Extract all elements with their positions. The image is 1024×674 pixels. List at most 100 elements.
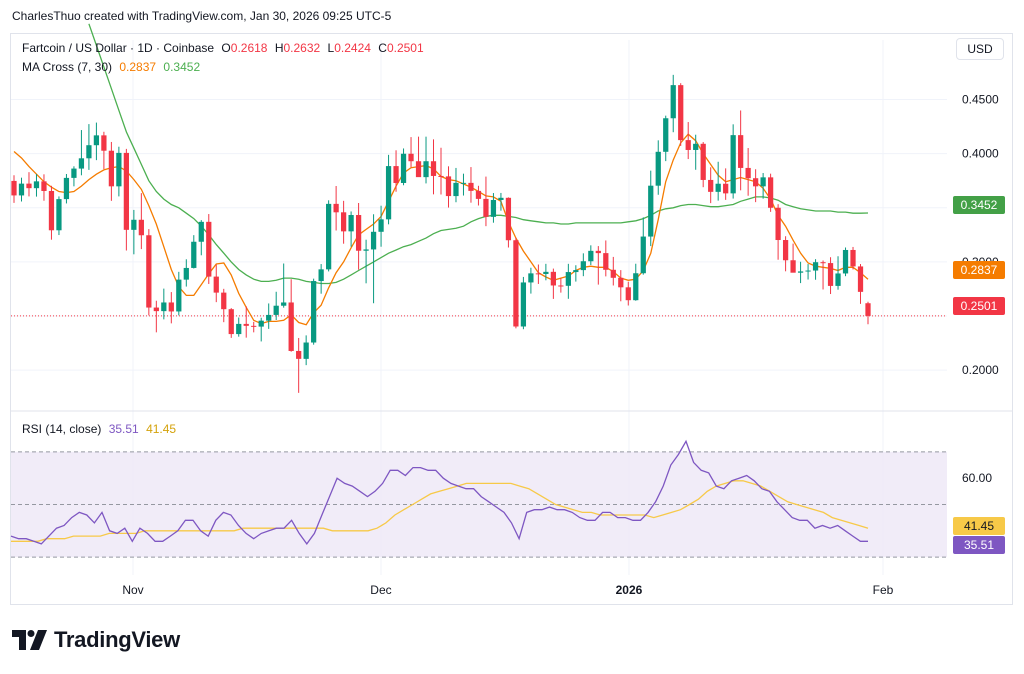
ma-label: MA Cross (7, 30) [22, 60, 113, 74]
candle-body [56, 199, 62, 231]
candle [93, 122, 100, 161]
candle-body [460, 182, 467, 184]
candle [827, 257, 834, 295]
candle-body [797, 271, 804, 273]
rsi-badge: 35.51 [953, 536, 1005, 554]
candle-body [108, 150, 115, 187]
ma-slow-value: 0.3452 [163, 60, 201, 74]
candle [595, 246, 601, 285]
candle [258, 317, 264, 342]
high-value: 0.2632 [283, 41, 321, 55]
candle-body [618, 277, 624, 288]
candle-body [206, 221, 212, 277]
candle [745, 148, 751, 196]
candle [131, 209, 137, 255]
candle-body [640, 236, 646, 274]
time-axis-tick: Feb [873, 583, 894, 597]
candle-body [580, 261, 586, 271]
candle-body [438, 175, 444, 177]
candle [348, 211, 354, 247]
rsi-value: 35.51 [108, 422, 139, 436]
candle-body [610, 269, 616, 278]
candle [311, 278, 317, 345]
candle [588, 245, 594, 266]
candle [670, 74, 676, 133]
candle-body [385, 166, 392, 220]
tradingview-logo[interactable]: TradingView [12, 626, 180, 654]
candle [385, 154, 392, 225]
candle-body [715, 183, 721, 192]
candle [415, 136, 422, 178]
candle-body [41, 181, 47, 191]
candle-body [101, 135, 107, 151]
ma-legend: MA Cross (7, 30) 0.2837 0.3452 [22, 60, 200, 74]
candle [603, 240, 609, 277]
candle-body [348, 215, 354, 232]
candle-body [663, 118, 669, 152]
low-label: L [327, 41, 335, 55]
candle [123, 148, 129, 251]
brand-name: TradingView [54, 627, 180, 652]
candle [326, 200, 332, 272]
candle-body [423, 161, 429, 178]
candle-body [550, 271, 556, 286]
candle [610, 256, 616, 286]
candle [633, 263, 639, 301]
candle [685, 122, 691, 160]
candle-body [213, 276, 219, 293]
candle [11, 175, 17, 203]
currency-button[interactable]: USD [956, 38, 1004, 60]
candle-body [48, 190, 55, 231]
candle-body [311, 281, 317, 343]
candle [281, 263, 287, 308]
candle [183, 259, 189, 287]
chart-credit: CharlesThuo created with TradingView.com… [12, 9, 392, 23]
candle-body [453, 182, 459, 197]
candle [243, 306, 249, 338]
candle-body [288, 302, 294, 351]
candle [176, 271, 182, 316]
candle [648, 170, 654, 247]
candle [790, 243, 796, 273]
candle [168, 292, 174, 324]
candle-body [93, 135, 100, 146]
candle [865, 301, 871, 325]
candle [723, 168, 729, 200]
candle [423, 136, 429, 184]
candle [86, 124, 92, 170]
candle-body [198, 221, 204, 242]
rsi-legend: RSI (14, close) 35.51 41.45 [22, 422, 176, 436]
candle [842, 247, 849, 277]
candle-body [558, 285, 564, 287]
candle [41, 174, 47, 201]
candle-body [625, 287, 631, 301]
candle-body [168, 302, 174, 312]
candle [221, 288, 227, 323]
candle-body [221, 292, 227, 310]
candle-body [490, 199, 497, 217]
candle-body [318, 269, 324, 282]
candle [528, 267, 534, 294]
candle-body [865, 303, 871, 316]
open-value: 0.2618 [230, 41, 268, 55]
candle-body [498, 197, 504, 200]
ma-fast-value: 0.2837 [119, 60, 157, 74]
candle-body [528, 273, 534, 283]
candle [303, 335, 309, 366]
rsi-ma-line [11, 480, 869, 542]
candle-body [258, 320, 264, 327]
candle [678, 83, 684, 146]
candle-body [475, 190, 482, 199]
candle-body [573, 270, 579, 273]
candle-body [812, 262, 819, 271]
tradingview-logo-icon [12, 630, 47, 650]
rsi-ma-value: 41.45 [146, 422, 177, 436]
candle-body [827, 263, 834, 286]
candle [273, 291, 279, 321]
candle [18, 177, 25, 202]
candle-body [18, 183, 25, 196]
candle-body [273, 305, 279, 315]
candle-body [63, 177, 70, 200]
candle-body [251, 325, 257, 327]
